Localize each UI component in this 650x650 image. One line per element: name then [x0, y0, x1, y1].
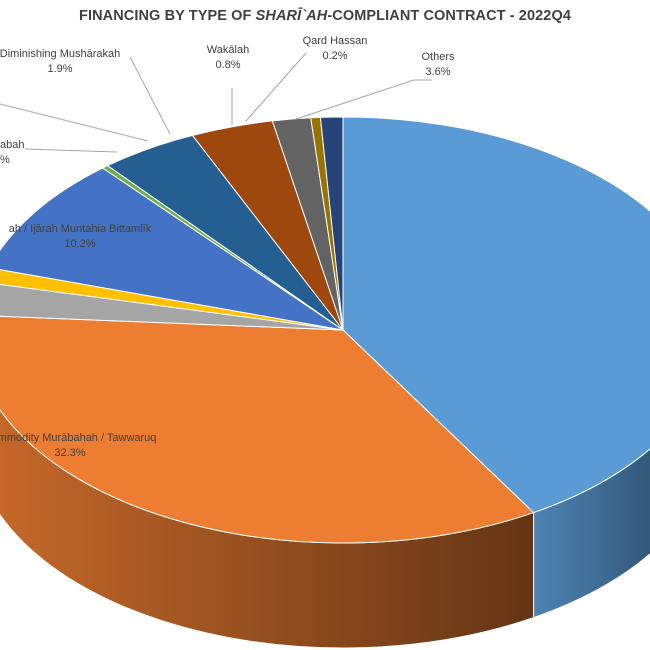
- data-label-7: Diminishing Mushārakah 1.9%: [0, 48, 120, 75]
- chart-title: FINANCING BY TYPE OF SHARĪ`AH-COMPLIANT …: [0, 8, 650, 24]
- data-label-name: Wakālah: [207, 44, 249, 56]
- pie-slice-1: [0, 315, 535, 544]
- chart-title-part-1: FINANCING BY TYPE OF: [78, 8, 256, 24]
- data-label-percent: 0.2%: [322, 50, 347, 62]
- data-label-percent: 10.2%: [64, 238, 95, 250]
- data-label-5: abah%: [0, 139, 24, 166]
- data-label-4: ah / Ijārah Muntahia Bittamlīk 10.2%: [9, 223, 152, 250]
- leader-line-7: [129, 56, 171, 135]
- data-label-8: Wakālah 0.8%: [207, 44, 249, 71]
- data-label-name: Qard Hassan: [303, 35, 368, 47]
- data-label-percent: 1.9%: [47, 63, 72, 75]
- pie-slice-4: [0, 167, 344, 331]
- leader-line-9: [245, 52, 307, 122]
- data-label-name: Others: [421, 51, 455, 63]
- data-label-percent: 3.6%: [425, 66, 450, 78]
- data-label-9: Qard Hassan 0.2%: [303, 35, 368, 62]
- leader-line-6: [0, 103, 149, 142]
- data-label-10: Others 3.6%: [421, 51, 455, 78]
- data-label-percent: 32.3%: [54, 447, 85, 459]
- pie-slice-2: [0, 283, 344, 331]
- leader-line-5: [24, 148, 118, 153]
- pie-slice-10: [319, 116, 344, 331]
- chart-title-part-2: -COMPLIANT CONTRACT - 2022Q4: [327, 8, 572, 24]
- data-label-name: ah / Ijārah Muntahia Bittamlīk: [9, 223, 152, 235]
- data-label-name: abah: [0, 139, 24, 151]
- data-label-1: Commodity Murābahah / Tawwaruq 32.3%: [0, 432, 156, 459]
- leader-line-10: [295, 79, 432, 120]
- data-label-percent: 0.8%: [215, 59, 240, 71]
- chart-title-italic: SHARĪ`AH: [255, 8, 328, 24]
- data-label-name: Diminishing Mushārakah: [0, 48, 120, 60]
- pie-slice-0: [342, 116, 650, 514]
- data-label-name: Commodity Murābahah / Tawwaruq: [0, 432, 156, 444]
- data-label-percent: %: [0, 154, 10, 166]
